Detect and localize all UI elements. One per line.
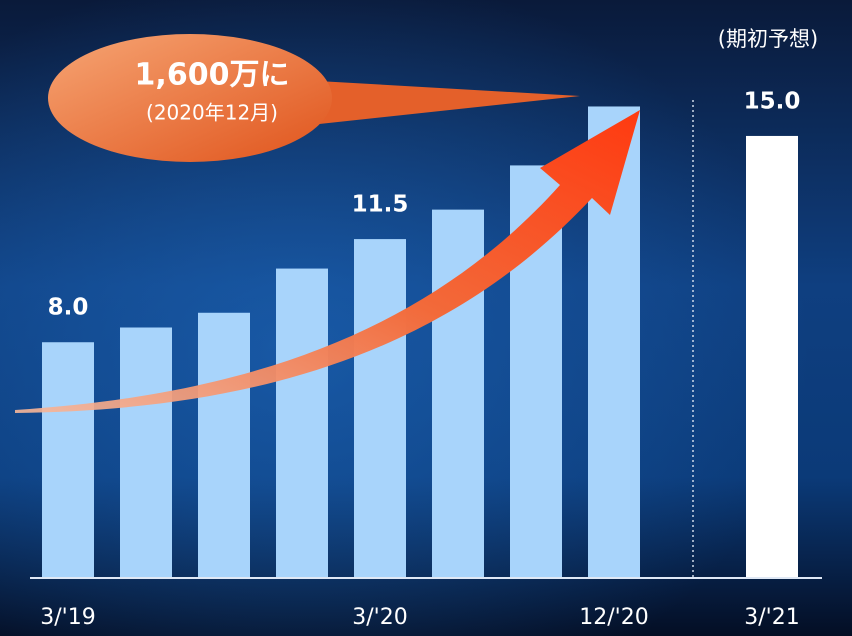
callout-text: 1,600万に (135, 58, 290, 93)
bar (276, 268, 328, 578)
growth-arrow (15, 110, 640, 413)
forecast-note: (期初予想) (718, 27, 818, 51)
bar (120, 327, 172, 578)
value-label: 15.0 (744, 88, 801, 114)
x-tick-label: 12/'20 (579, 605, 648, 630)
bar (198, 312, 250, 578)
x-tick-label: 3/'21 (744, 605, 799, 630)
bar (42, 342, 94, 578)
callout-subtext: (2020年12月) (146, 101, 278, 125)
callout-tail (300, 80, 580, 125)
value-label: 11.5 (352, 192, 409, 218)
value-label: 8.0 (48, 295, 89, 321)
x-tick-label: 3/'19 (40, 605, 95, 630)
bar (354, 239, 406, 578)
callout-bubble (48, 34, 332, 162)
bar (746, 135, 798, 579)
x-tick-label: 3/'20 (352, 605, 407, 630)
